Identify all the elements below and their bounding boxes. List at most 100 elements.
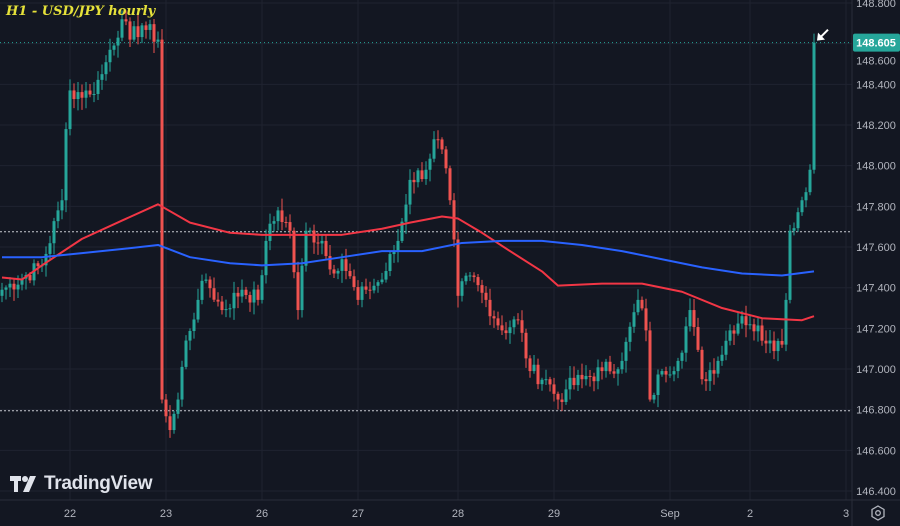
candle-body <box>72 90 76 100</box>
candle-body <box>768 340 772 344</box>
candle-body <box>144 25 148 30</box>
candle <box>772 331 776 360</box>
candle <box>404 193 408 234</box>
candle <box>672 366 676 382</box>
candle <box>68 79 72 136</box>
candle-body <box>708 370 712 382</box>
candle <box>536 358 540 390</box>
candle-body <box>432 139 436 159</box>
candle <box>648 321 652 402</box>
candle-body <box>416 170 420 183</box>
y-tick-label: 146.600 <box>856 445 896 457</box>
candle-body <box>588 375 592 377</box>
candle <box>720 345 724 366</box>
candle-body <box>264 240 268 276</box>
candle <box>524 328 528 368</box>
candle-body <box>352 276 356 288</box>
candle <box>628 322 632 352</box>
candle-body <box>108 49 112 63</box>
candle <box>136 14 140 45</box>
candle <box>228 303 232 318</box>
candle <box>392 245 396 263</box>
candle-body <box>804 192 808 201</box>
candle <box>716 356 720 378</box>
candle-body <box>356 287 360 300</box>
candle <box>268 213 272 251</box>
candle-body <box>232 292 236 309</box>
y-tick-label: 146.400 <box>856 486 896 498</box>
candle-body <box>428 158 432 170</box>
candle-body <box>812 42 816 170</box>
candle <box>496 311 500 330</box>
candle-body <box>312 230 316 243</box>
candle <box>100 64 104 90</box>
candle-body <box>128 21 132 40</box>
candle-body <box>412 179 416 183</box>
candle <box>340 253 344 283</box>
candle-body <box>124 19 128 22</box>
candle <box>284 216 288 228</box>
candle-body <box>388 254 392 272</box>
candle <box>752 318 756 341</box>
candle-body <box>92 93 96 95</box>
candle-body <box>20 278 24 285</box>
candle <box>300 258 304 318</box>
candle <box>312 224 316 254</box>
candle-body <box>424 169 428 180</box>
candle-body <box>340 259 344 271</box>
candle <box>20 273 24 291</box>
candle-body <box>444 149 448 169</box>
candle-body <box>724 340 728 355</box>
candle-body <box>48 243 52 254</box>
candle-body <box>720 354 724 361</box>
candle <box>624 337 628 373</box>
candle <box>588 370 592 387</box>
candle <box>356 280 360 306</box>
candle-body <box>288 222 292 231</box>
candle-body <box>328 256 332 270</box>
candle-body <box>792 228 796 231</box>
candle <box>556 391 560 410</box>
candle <box>8 277 12 298</box>
x-tick-label: 2 <box>747 508 753 520</box>
x-tick-label: 23 <box>160 508 172 520</box>
candle-body <box>784 299 788 345</box>
candle <box>232 281 236 320</box>
candle-body <box>532 364 536 372</box>
candle <box>256 284 260 306</box>
candle-body <box>460 281 464 296</box>
candle <box>60 189 64 220</box>
candle <box>632 303 636 333</box>
candle <box>520 310 524 342</box>
candle <box>692 299 696 336</box>
candle-body <box>800 200 804 213</box>
candle <box>776 338 780 362</box>
candle-body <box>348 270 352 277</box>
candle <box>412 172 416 194</box>
candle-body <box>496 318 500 326</box>
candle-body <box>560 399 564 402</box>
candle-body <box>488 299 492 317</box>
candle-body <box>344 259 348 271</box>
candle-body <box>212 288 216 300</box>
candle-body <box>132 26 136 40</box>
candle <box>372 278 376 294</box>
candle <box>560 393 564 412</box>
candle <box>64 122 68 213</box>
candle-body <box>16 284 20 290</box>
candle <box>160 29 164 404</box>
candle-body <box>664 371 668 375</box>
candle <box>108 38 112 72</box>
candle <box>748 314 752 330</box>
x-tick-label: 22 <box>64 508 76 520</box>
candle-body <box>484 292 488 300</box>
candle <box>508 320 512 344</box>
candle-body <box>544 379 548 381</box>
candle-body <box>704 379 708 382</box>
candle-body <box>116 37 120 46</box>
gear-icon[interactable] <box>870 505 886 521</box>
candle-body <box>36 263 40 267</box>
candle-body <box>584 375 588 380</box>
candle <box>416 168 420 188</box>
